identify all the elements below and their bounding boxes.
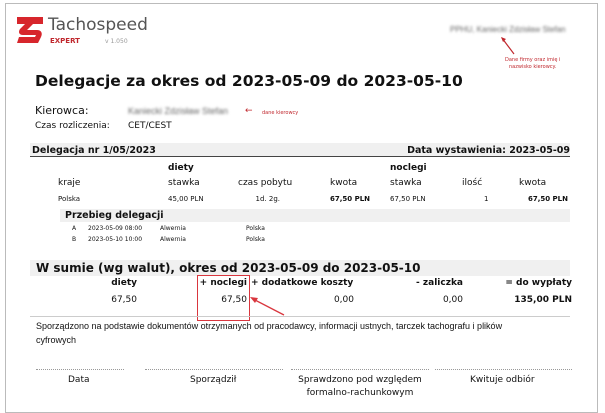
driver-label: Kierowca: [35, 104, 89, 117]
signature-data: Data [68, 375, 90, 385]
company-driver-name: PPHU, Kaniecki Zdzisław Stefan [450, 25, 566, 34]
sum-col-do-wyplaty: = do wypłaty [505, 278, 572, 288]
annotation-arrow-icon [501, 37, 515, 55]
brand-name: Tachospeed [48, 15, 148, 35]
sum-col-diety: diety [111, 278, 137, 288]
arrow-left-icon: ← [245, 106, 253, 116]
divider [30, 316, 570, 317]
sum-dodatkowe: 0,00 [333, 295, 354, 305]
sum-col-zaliczka: - zaliczka [416, 278, 463, 288]
signature-kwituje: Kwituje odbiór [470, 375, 535, 385]
time-value: CET/CEST [128, 121, 172, 131]
cell-country: Polska [58, 195, 81, 203]
annotation-line: nazwisko kierowcy. [509, 64, 557, 70]
signature-line [291, 369, 429, 370]
annotation-company: Dane firmy oraz imię i nazwisko kierowcy… [505, 57, 560, 71]
sum-col-dodatkowe: + dodatkowe koszty [251, 278, 354, 288]
col-noclegi-kwota: kwota [519, 178, 547, 188]
issue-date: Data wystawienia: 2023-05-09 [407, 145, 570, 156]
sum-zaliczka: 0,00 [442, 295, 463, 305]
highlight-box [197, 275, 250, 321]
route-datetime: 2023-05-10 10:00 [88, 236, 143, 243]
cell-noclegi-amount: 67,50 PLN [527, 195, 568, 203]
sum-do-wyplaty: 135,00 PLN [514, 295, 572, 305]
delegation-header-bar [30, 143, 570, 157]
col-ilosc: ilość [462, 178, 483, 188]
cell-diety-rate: 45,00 PLN [168, 195, 204, 203]
signature-sporzadzil: Sporządził [190, 375, 237, 385]
col-czas-pobytu: czas pobytu [238, 178, 293, 188]
brand-edition: EXPERT [50, 37, 80, 45]
col-kraje: kraje [58, 178, 81, 188]
cell-count: 1 [484, 195, 489, 203]
cell-duration: 1d. 2g. [255, 195, 280, 203]
route-point: B [72, 236, 77, 243]
highlight-arrow-icon [250, 297, 285, 316]
note-line: cyfrowych [36, 335, 77, 345]
sum-col-noclegi: + noclegi [199, 278, 247, 288]
note-line: Sporządzono na podstawie dokumentów otrz… [36, 321, 503, 331]
summary-title: W sumie (wg walut), okres od 2023-05-09 … [36, 261, 421, 275]
delegation-number: Delegacja nr 1/05/2023 [32, 145, 156, 156]
version: v 1.050 [105, 38, 128, 45]
cell-diety-amount: 67,50 PLN [330, 195, 371, 203]
sum-diety: 67,50 [111, 295, 137, 305]
annotation-line: Dane firmy oraz imię i [505, 57, 561, 63]
tachospeed-logo-icon [17, 17, 43, 43]
route-title: Przebieg delegacji [65, 210, 164, 221]
page-title: Delegacje za okres od 2023-05-09 do 2023… [35, 72, 463, 90]
col-diety-kwota: kwota [330, 178, 358, 188]
signature-line [435, 369, 572, 370]
driver-name: Kaniecki Zdzisław Stefan [128, 106, 229, 116]
col-noclegi-stawka: stawka [390, 178, 422, 188]
route-country: Polska [246, 225, 265, 232]
route-header-bar [60, 209, 570, 222]
group-diety: diety [168, 163, 194, 173]
cell-noclegi-rate: 67,50 PLN [390, 195, 426, 203]
annotation-driver: dane kierowcy [262, 110, 299, 116]
sum-noclegi: 67,50 [221, 295, 247, 305]
route-place: Alwernia [160, 236, 186, 243]
signature-sprawdzono-line2: formalno-rachunkowym [306, 388, 414, 398]
route-point: A [72, 225, 77, 232]
group-noclegi: noclegi [390, 163, 427, 173]
signature-line [145, 369, 283, 370]
route-datetime: 2023-05-09 08:00 [88, 225, 143, 232]
summary-header-bar [30, 260, 570, 276]
route-country: Polska [246, 236, 265, 243]
col-diety-stawka: stawka [168, 178, 200, 188]
time-label: Czas rozliczenia: [35, 121, 110, 131]
signature-sprawdzono: Sprawdzono pod względem [298, 375, 422, 385]
route-place: Alwernia [160, 225, 186, 232]
signature-line [36, 369, 124, 370]
